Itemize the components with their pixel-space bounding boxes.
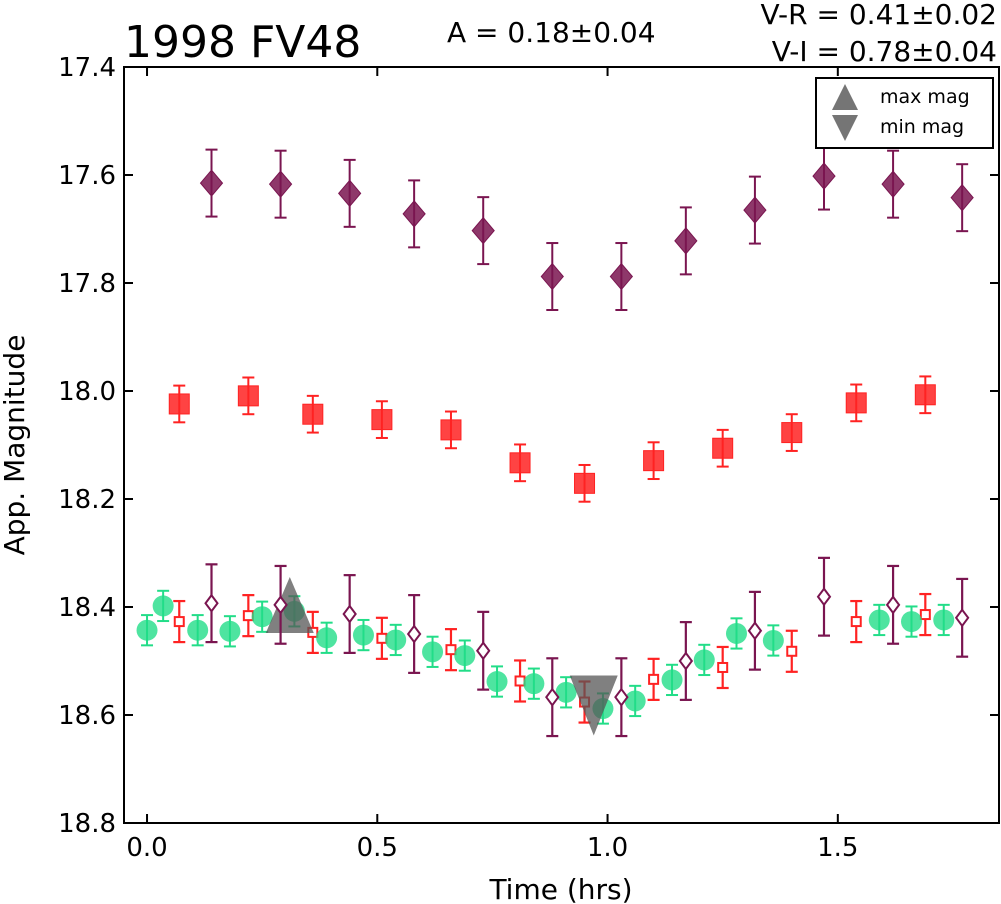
open-square-marker (717, 661, 729, 673)
open-square-marker (445, 644, 457, 656)
plot-frame (123, 66, 1000, 824)
legend: max mag min mag (815, 77, 994, 149)
open-diamond-marker (406, 624, 422, 644)
open-diamond-marker (342, 604, 357, 624)
square-marker (781, 422, 803, 444)
open-square-marker (376, 632, 388, 644)
x-tick-label: 0.5 (357, 833, 398, 863)
circle-marker (486, 671, 508, 693)
open-diamond-marker (614, 687, 629, 707)
circle-marker (454, 645, 476, 667)
open-square-marker (919, 609, 931, 621)
circle-marker (693, 649, 715, 671)
color-vi-label: V-I = 0.78±0.04 (772, 35, 997, 68)
diamond-marker (609, 262, 634, 291)
circle-marker (187, 619, 209, 641)
open-square-marker (786, 645, 798, 657)
legend-min-mag-icon (832, 115, 858, 141)
circle-marker (136, 619, 158, 641)
y-tick-label: 18.0 (58, 377, 116, 407)
diamond-marker (674, 227, 698, 255)
amplitude-label: A = 0.18±0.04 (447, 16, 656, 49)
square-marker (237, 385, 259, 407)
diamond-marker (950, 183, 974, 212)
max-mag-marker (265, 577, 314, 633)
open-square-marker (514, 675, 526, 687)
open-square-marker (648, 673, 660, 685)
chart-title: 1998 FV48 (124, 17, 361, 68)
circle-marker (422, 641, 444, 663)
circle-marker (251, 606, 273, 628)
x-tick-label: 1.0 (587, 833, 628, 863)
diamond-marker (812, 162, 836, 190)
diamond-marker (338, 179, 362, 208)
circle-marker (352, 624, 374, 646)
square-marker (712, 437, 734, 459)
x-tick-label: 0.0 (126, 833, 167, 863)
circle-marker (901, 611, 922, 633)
open-diamond-marker (678, 651, 694, 671)
legend-min-mag-label: min mag (880, 116, 964, 138)
open-diamond-marker (885, 595, 901, 615)
open-square-marker (242, 610, 254, 622)
circle-marker (523, 673, 545, 695)
y-axis-label: App. Magnitude (0, 335, 31, 556)
plot-marks (136, 141, 974, 738)
diamond-marker (402, 200, 426, 228)
diamond-marker (881, 170, 905, 198)
diamond-marker (743, 196, 767, 224)
diamond-marker (268, 170, 293, 198)
diamond-marker (471, 216, 495, 245)
diamond-marker (540, 262, 564, 291)
circle-marker (219, 620, 241, 642)
circle-marker (316, 627, 338, 649)
open-square-marker (850, 616, 862, 628)
square-marker (643, 450, 665, 472)
circle-marker (624, 690, 646, 712)
open-diamond-marker (204, 593, 219, 613)
diamond-marker (199, 169, 224, 197)
circle-marker (152, 595, 174, 617)
y-tick-label: 17.8 (58, 269, 116, 299)
circle-marker (555, 681, 577, 703)
circle-marker (762, 629, 784, 651)
circle-marker (726, 622, 747, 644)
circle-marker (661, 669, 683, 691)
square-marker (168, 393, 190, 415)
square-marker (914, 384, 936, 406)
square-marker (440, 419, 462, 441)
open-diamond-marker (273, 595, 288, 615)
square-marker (845, 392, 867, 414)
legend-max-mag-icon (832, 84, 858, 110)
y-tick-label: 18.8 (58, 809, 116, 839)
open-diamond-marker (954, 608, 970, 628)
min-mag-marker (569, 675, 618, 736)
open-diamond-marker (747, 621, 763, 641)
open-square-marker (173, 616, 185, 628)
legend-max-mag-label: max mag (880, 86, 970, 108)
square-marker (302, 403, 324, 425)
square-marker (371, 409, 393, 431)
y-tick-label: 18.6 (58, 701, 116, 731)
x-tick-label: 1.5 (817, 833, 858, 863)
square-marker (574, 472, 596, 494)
axis-ticks: 0.0 0.5 1.0 1.5 17.4 17.6 17.8 18.0 18.2 18.4 18.6… (58, 53, 999, 863)
circle-marker (868, 609, 890, 631)
open-diamond-marker (816, 587, 832, 607)
open-diamond-marker (545, 687, 560, 707)
y-tick-label: 18.4 (58, 593, 116, 623)
circle-marker (385, 629, 407, 651)
y-tick-label: 17.6 (58, 161, 116, 191)
y-tick-label: 18.2 (58, 485, 116, 515)
circle-marker (933, 609, 955, 631)
y-tick-label: 17.4 (58, 53, 116, 83)
color-vr-label: V-R = 0.41±0.02 (761, 0, 997, 31)
open-diamond-marker (475, 641, 491, 661)
square-marker (509, 452, 531, 474)
x-axis-label: Time (hrs) (488, 873, 632, 904)
